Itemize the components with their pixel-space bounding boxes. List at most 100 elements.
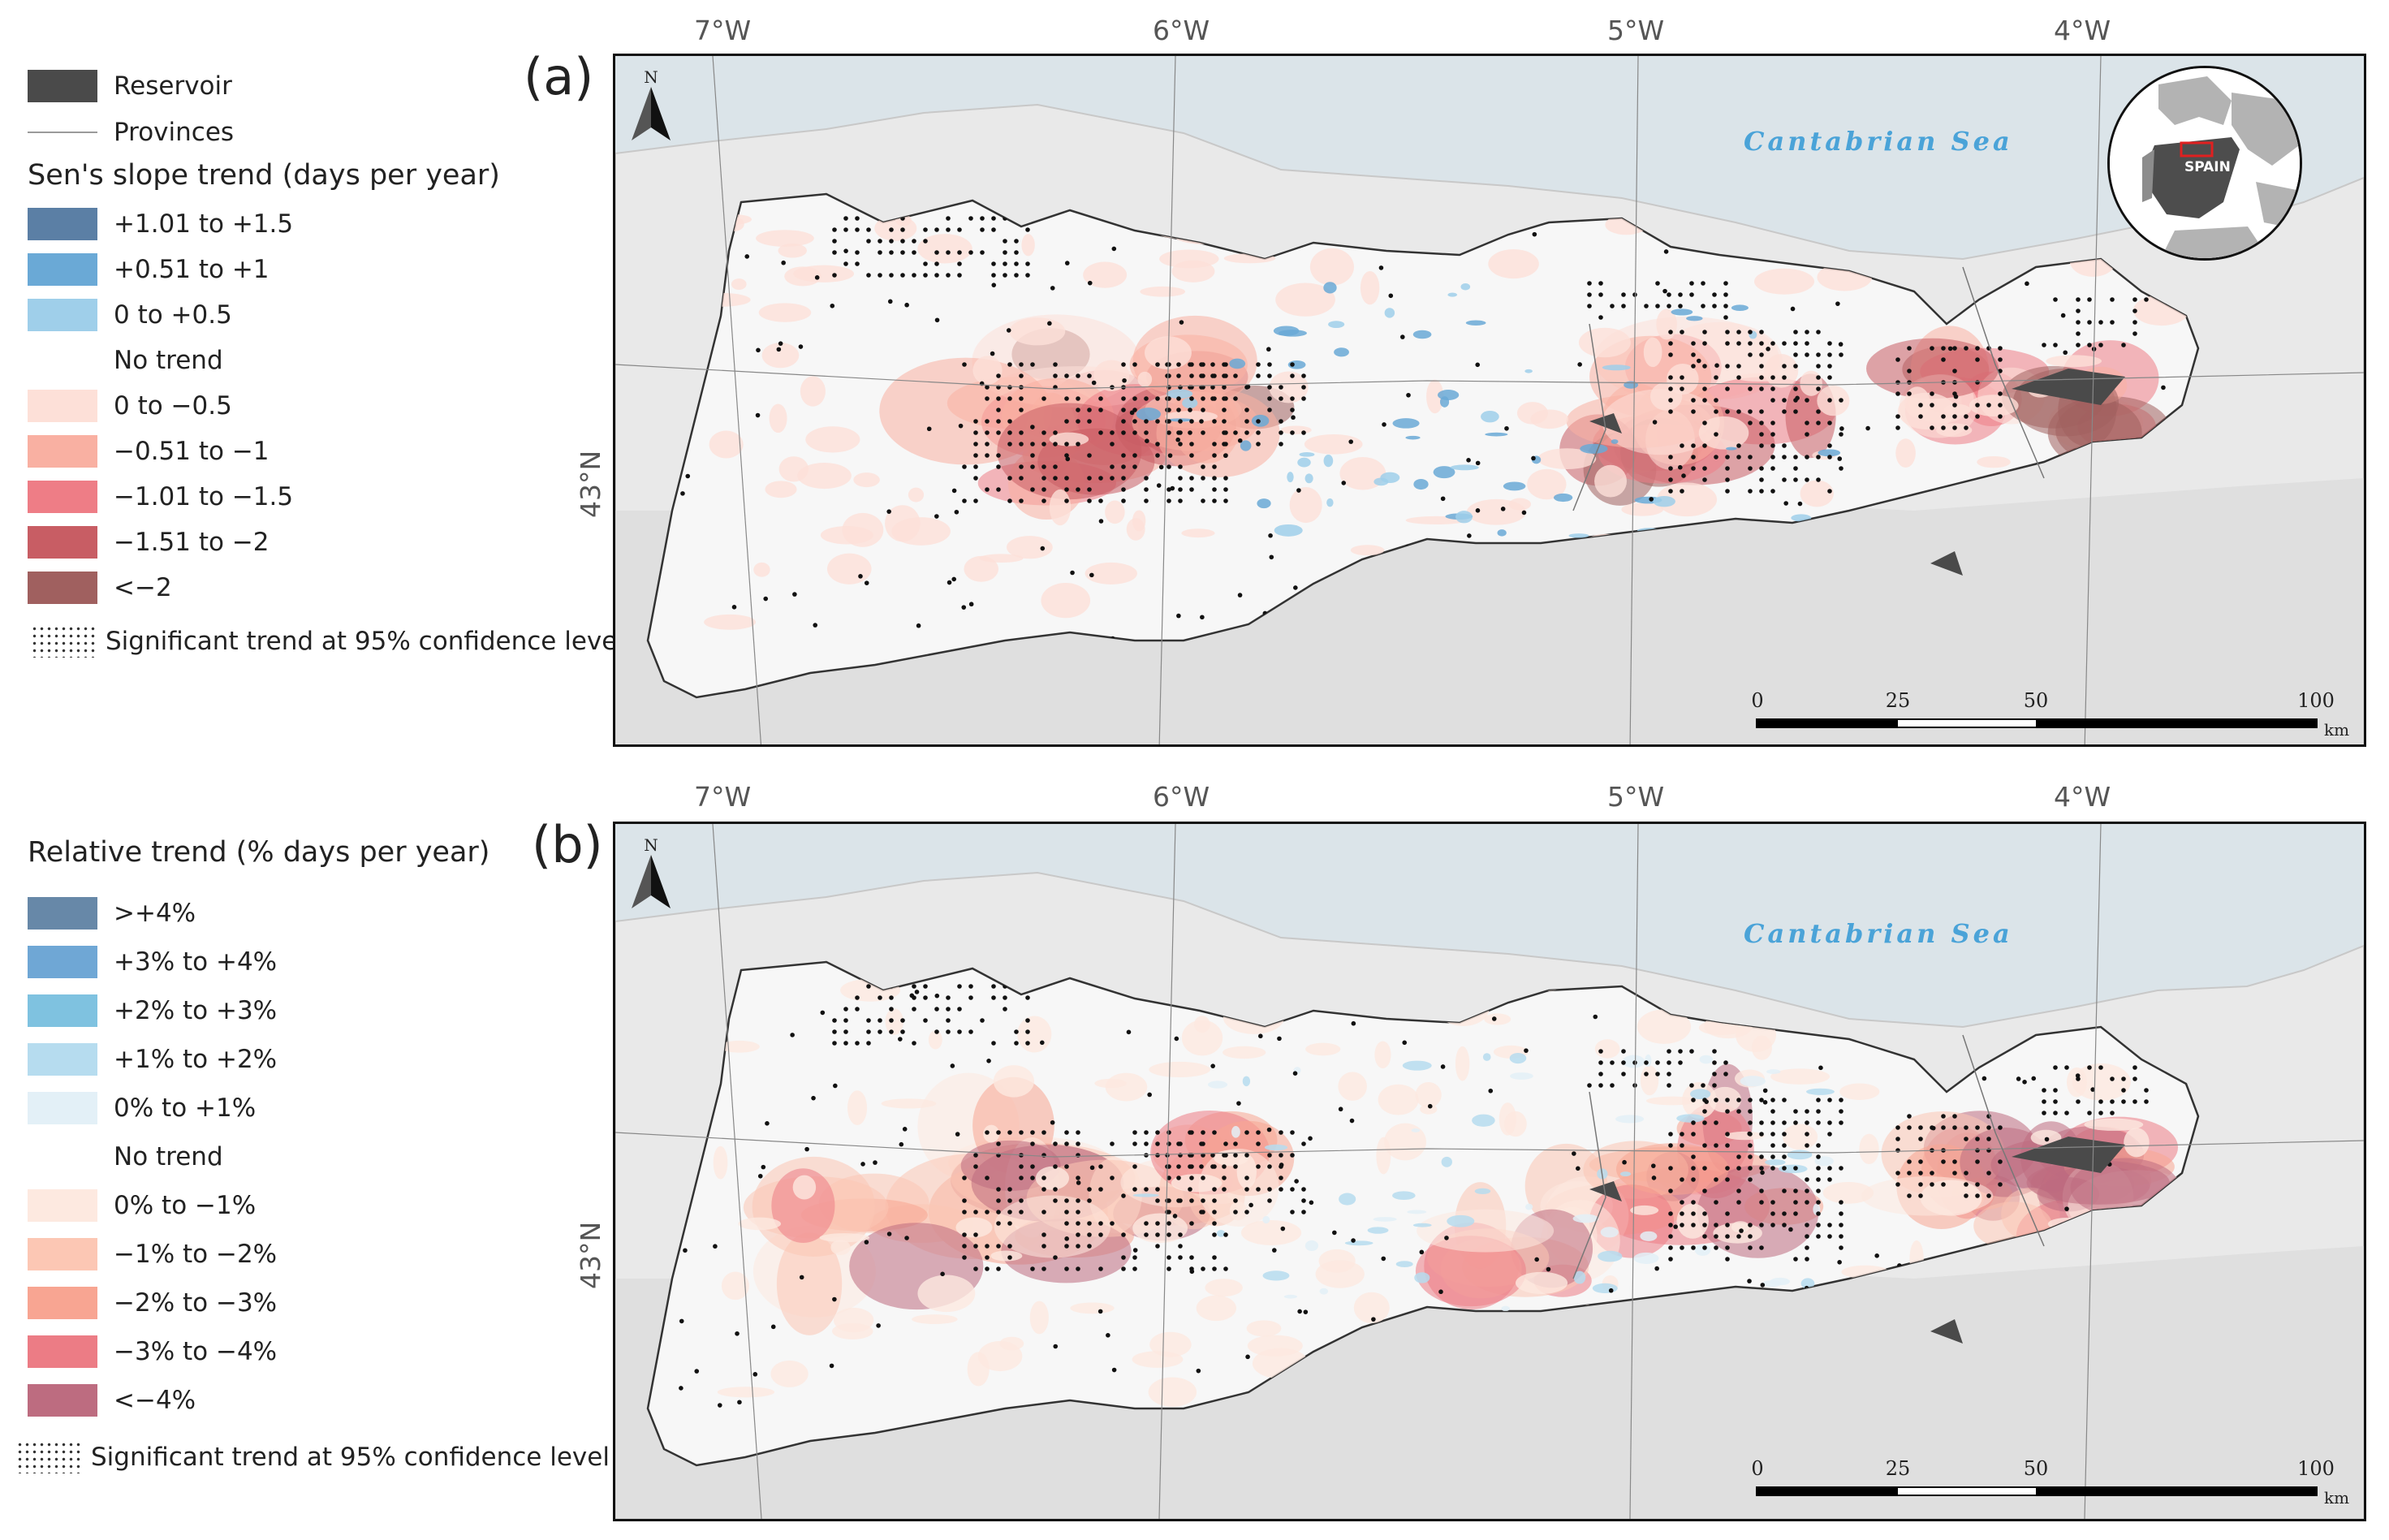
positive-trend-patch (1283, 1294, 1297, 1299)
significance-dot (1290, 1153, 1295, 1158)
significance-dot (1233, 396, 1238, 401)
significance-dot (1805, 1234, 1809, 1239)
legend-reservoir: Reservoir (28, 70, 232, 102)
positive-trend-patch (1460, 283, 1471, 291)
significance-dot (1770, 1109, 1775, 1114)
significance-dot (1598, 292, 1603, 297)
legend-color-swatch (28, 208, 97, 240)
significance-dot (1759, 1200, 1764, 1205)
significance-dot (790, 1033, 795, 1037)
significance-dot (685, 473, 691, 479)
significance-dot (996, 487, 1001, 492)
significance-dot (1759, 409, 1764, 414)
significance-dot (2090, 1087, 2095, 1092)
significance-dot (1176, 1198, 1181, 1203)
weak-negative-trend-patch (1516, 1271, 1568, 1294)
significance-dot (1166, 487, 1171, 492)
significance-dot (1019, 464, 1024, 469)
significance-dot (680, 491, 685, 496)
weak-negative-trend-patch (955, 1217, 993, 1238)
significance-dot (1132, 419, 1137, 424)
significance-dot (1256, 1164, 1261, 1169)
significance-dot (912, 273, 916, 278)
weak-negative-trend-patch (1246, 1320, 1282, 1337)
significance-dot (1712, 1083, 1717, 1088)
significance-dot (923, 239, 928, 244)
lon-label-4w: 4°W (2054, 15, 2111, 46)
significance-dot (1725, 455, 1730, 459)
weak-negative-trend-patch (1289, 487, 1322, 524)
significance-dot (1189, 419, 1194, 424)
significance-dot (1019, 396, 1024, 401)
significance-dot (2064, 1065, 2069, 1070)
significance-dot (2132, 331, 2137, 336)
lat-label-43n: 43°N (575, 1221, 606, 1289)
significance-dot (1098, 430, 1103, 435)
significance-dot (1689, 292, 1694, 297)
significance-dot (1212, 419, 1217, 424)
significance-dot (962, 1198, 967, 1203)
significance-dot (1725, 1098, 1730, 1102)
significance-dot (1805, 1109, 1809, 1114)
significance-dot (1762, 1100, 1768, 1105)
significance-dot (1007, 419, 1012, 424)
significance-dot (1577, 362, 1582, 367)
significance-dot (1402, 1040, 1408, 1046)
significance-dot (1341, 481, 1347, 485)
significance-dot (1199, 1141, 1204, 1146)
scale-unit: km (2324, 1488, 2350, 1508)
significance-dot (1736, 409, 1741, 414)
positive-trend-patch (1437, 390, 1460, 400)
significance-dot (1668, 1211, 1673, 1216)
scale-segment (1756, 718, 1898, 728)
significance-dot (1064, 487, 1069, 492)
significance-dot (1212, 1221, 1217, 1226)
significance-dot (950, 1063, 955, 1068)
significance-dot (1725, 364, 1730, 369)
significance-dot (1178, 487, 1183, 492)
significance-dot (1736, 1200, 1741, 1205)
significance-dot (1649, 497, 1654, 502)
significance-dot (1110, 1175, 1115, 1180)
weak-negative-trend-patch (1148, 1377, 1197, 1407)
significance-dot (980, 227, 985, 232)
significance-dot (1003, 250, 1007, 255)
significance-dot (2064, 1111, 2069, 1115)
significance-dot (1053, 1187, 1058, 1192)
significance-dot (991, 984, 996, 989)
significance-dot (1725, 1177, 1730, 1182)
significance-dot (1041, 430, 1046, 435)
significance-dot (968, 250, 973, 255)
positive-trend-patch (1690, 1089, 1711, 1100)
significance-dot (946, 227, 951, 232)
significance-dot (1782, 341, 1787, 346)
graticule-meridian (712, 824, 762, 1519)
significance-dot (1121, 464, 1126, 469)
significance-dot (1290, 373, 1295, 378)
significance-dot (866, 273, 871, 278)
positive-trend-patch (1433, 466, 1455, 479)
significance-dot (1668, 1188, 1673, 1193)
significance-dot (1155, 362, 1160, 367)
significance-dot (1014, 250, 1019, 255)
significance-dot (1747, 1131, 1753, 1137)
weak-negative-trend-patch (770, 1360, 809, 1387)
weak-negative-trend-patch (1105, 500, 1125, 524)
significance-dot (1668, 398, 1673, 403)
reservoir (1589, 1181, 1622, 1201)
significance-dot (2076, 308, 2081, 313)
significance-dot (1166, 1221, 1171, 1226)
significance-dot (1053, 362, 1058, 367)
significance-dot (1132, 362, 1137, 367)
significance-dot (1839, 426, 1844, 431)
significance-dot (1488, 1088, 1494, 1094)
weak-negative-trend-patch (830, 1240, 851, 1255)
significance-dot (781, 260, 786, 265)
significance-dot (2022, 1080, 2027, 1085)
positive-trend-patch (1405, 435, 1421, 440)
significance-dot (1025, 995, 1030, 1000)
significance-dot (1930, 403, 1934, 408)
significance-dot (1201, 1266, 1205, 1271)
significance-dot (1199, 362, 1204, 367)
significance-dot (1076, 1180, 1081, 1185)
